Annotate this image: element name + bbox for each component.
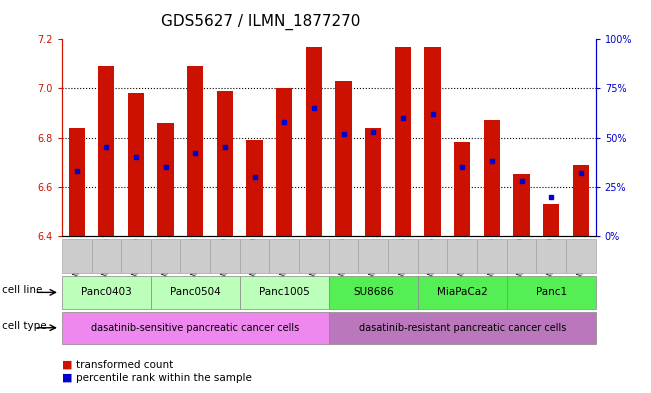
Text: GDS5627 / ILMN_1877270: GDS5627 / ILMN_1877270 [161,14,360,30]
Text: cell line: cell line [2,285,42,296]
Bar [217,91,233,236]
Bar [128,94,144,236]
Text: SU8686: SU8686 [353,287,394,298]
Text: percentile rank within the sample: percentile rank within the sample [76,373,252,383]
Bar [276,88,292,236]
Bar [424,47,441,236]
Bar [68,128,85,236]
Text: Panc0403: Panc0403 [81,287,132,298]
Bar [247,140,263,236]
Text: dasatinib-resistant pancreatic cancer cells: dasatinib-resistant pancreatic cancer ce… [359,323,566,333]
Bar [335,81,352,236]
Text: Panc0504: Panc0504 [170,287,221,298]
Text: transformed count: transformed count [76,360,173,370]
Bar [454,143,471,236]
Bar [484,120,500,236]
Text: cell type: cell type [2,321,47,331]
Bar [98,66,115,236]
Text: Panc1005: Panc1005 [259,287,310,298]
Text: ■: ■ [62,373,72,383]
Bar [365,128,381,236]
Text: MiaPaCa2: MiaPaCa2 [437,287,488,298]
Bar [514,174,530,236]
Bar [543,204,559,236]
Text: dasatinib-sensitive pancreatic cancer cells: dasatinib-sensitive pancreatic cancer ce… [91,323,299,333]
Bar [573,165,589,236]
Bar [395,47,411,236]
Bar [187,66,204,236]
Text: ■: ■ [62,360,72,370]
Bar [158,123,174,236]
Text: Panc1: Panc1 [536,287,567,298]
Bar [306,47,322,236]
